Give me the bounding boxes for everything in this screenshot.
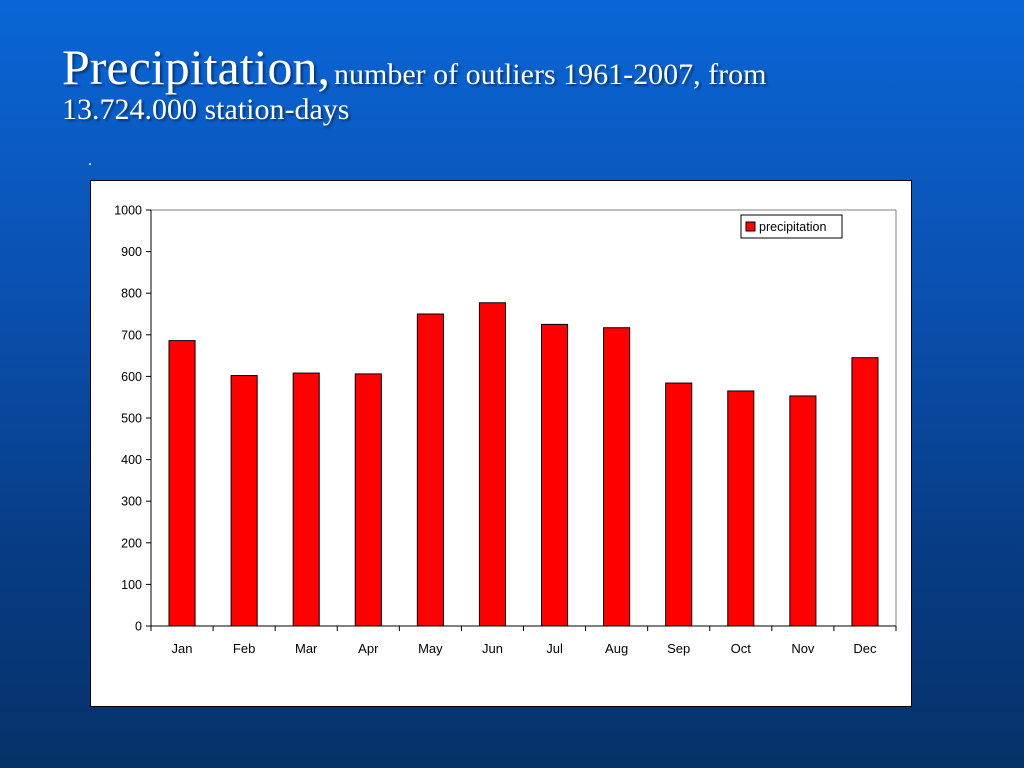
title-subtitle-line2: 13.724.000 station-days: [62, 93, 350, 126]
chart-legend: precipitation: [740, 214, 843, 239]
bar-jul: [541, 323, 569, 627]
y-tick-label: 800: [121, 287, 142, 301]
bar-dec: [851, 357, 879, 627]
y-tick-label: 1000: [114, 204, 142, 218]
bar-jun: [478, 302, 506, 627]
title-main: Precipitation,: [62, 39, 330, 95]
y-tick-label: 700: [121, 328, 142, 342]
x-tick-label: May: [418, 641, 443, 656]
chart-bars: [168, 302, 879, 627]
y-tick-label: 400: [121, 453, 142, 467]
legend-label: precipitation: [759, 220, 826, 234]
chart-container: 0 100 200 300 400 500 600 700 800 900 1000 Jan Feb Ma…: [90, 180, 912, 707]
y-tick-label: 300: [121, 495, 142, 509]
bar-sep: [665, 382, 693, 627]
bar-feb: [230, 375, 258, 627]
slide-title: Precipitation, number of outliers 1961-2…: [62, 38, 962, 128]
x-tick-label: Dec: [853, 641, 877, 656]
chart-axes: 0 100 200 300 400 500 600 700 800 900 1000 Jan Feb Ma…: [114, 204, 897, 656]
y-tick-label: 200: [121, 536, 142, 550]
legend-swatch: [745, 221, 756, 232]
y-tick-label: 900: [121, 245, 142, 259]
x-tick-label: Nov: [791, 641, 815, 656]
x-tick-label: Jan: [172, 641, 193, 656]
title-subtitle: number of outliers 1961-2007, from: [334, 58, 767, 91]
bar-oct: [727, 390, 755, 627]
stray-dot: .: [88, 152, 92, 169]
y-tick-label: 500: [121, 412, 142, 426]
x-tick-label: Oct: [731, 641, 752, 656]
x-tick-label: Mar: [295, 641, 318, 656]
bar-aug: [603, 327, 631, 627]
bar-mar: [292, 372, 320, 627]
bar-jan: [168, 340, 196, 627]
bar-apr: [354, 373, 382, 627]
bar-nov: [789, 395, 817, 627]
bar-chart: 0 100 200 300 400 500 600 700 800 900 1000 Jan Feb Ma…: [114, 204, 897, 656]
y-tick-label: 100: [121, 578, 142, 592]
x-tick-label: Aug: [605, 641, 628, 656]
y-tick-label: 0: [135, 620, 142, 634]
x-tick-label: Apr: [358, 641, 379, 656]
x-tick-label: Jun: [482, 641, 503, 656]
legend-box: [740, 214, 843, 239]
x-tick-label: Feb: [233, 641, 255, 656]
y-tick-label: 600: [121, 370, 142, 384]
x-tick-label: Jul: [546, 641, 563, 656]
bar-may: [416, 313, 444, 627]
x-tick-label: Sep: [667, 641, 690, 656]
